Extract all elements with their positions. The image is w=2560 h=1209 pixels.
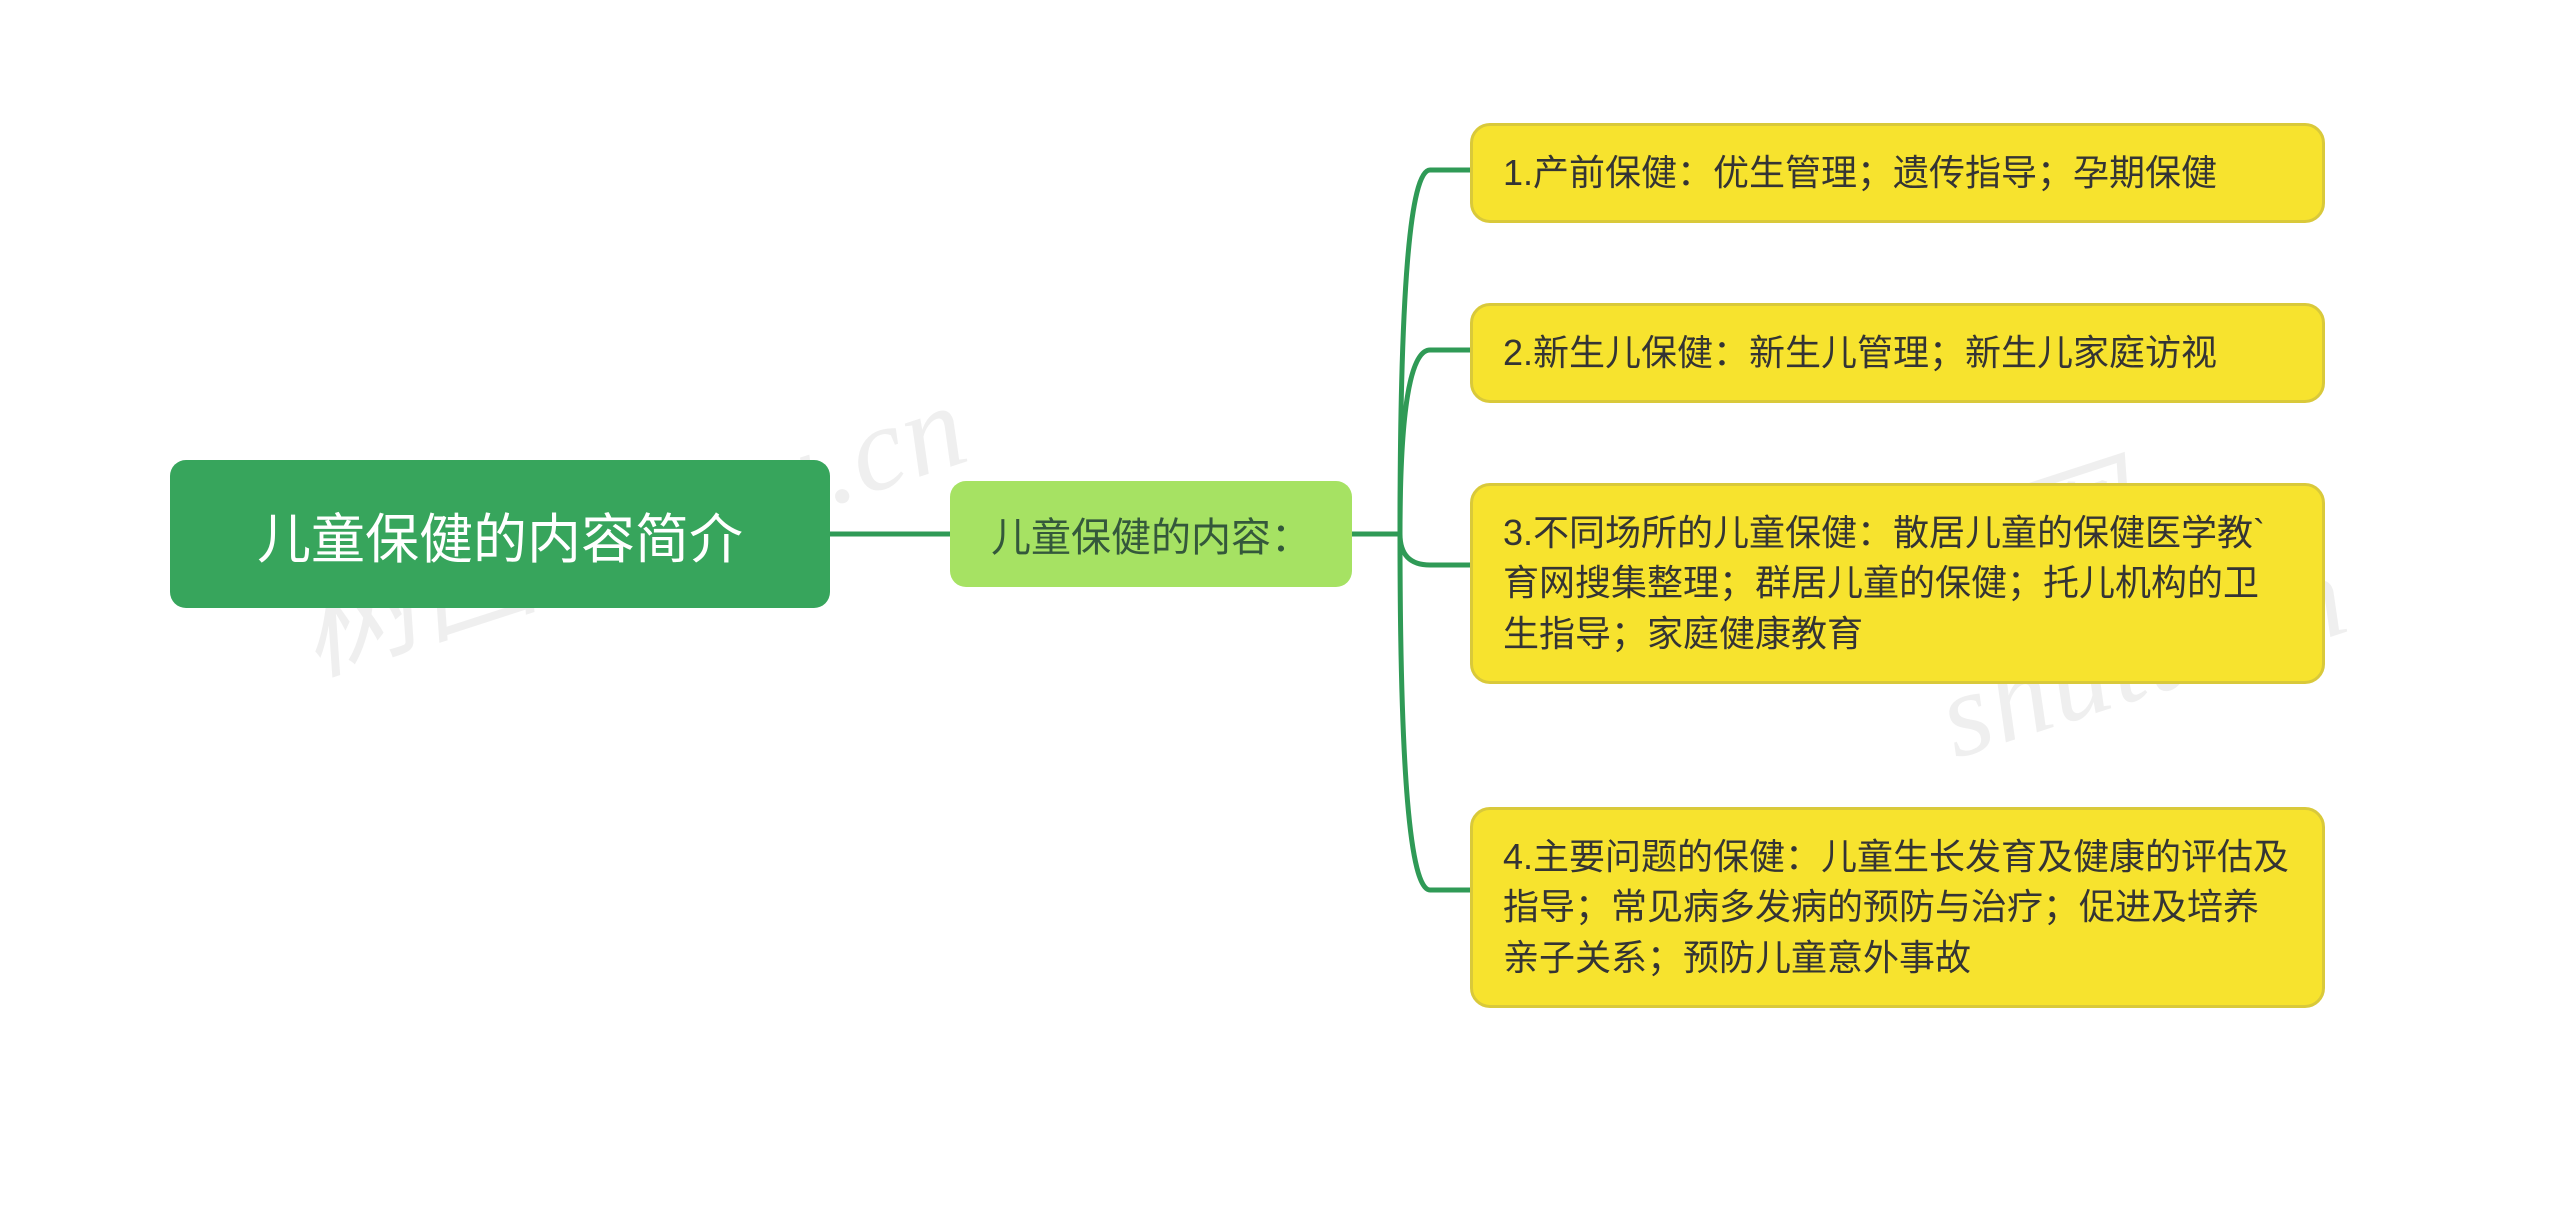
leaf-node-3[interactable]: 3.不同场所的儿童保健：散居儿童的保健医学教`育网搜集整理；群居儿童的保健；托儿… bbox=[1470, 483, 2325, 684]
leaf-label: 1.产前保健：优生管理；遗传指导；孕期保健 bbox=[1503, 148, 2217, 198]
root-label: 儿童保健的内容简介 bbox=[257, 495, 743, 574]
level1-label: 儿童保健的内容： bbox=[991, 505, 1311, 563]
mindmap-container: 树图 shutu.cn 树图 shutu.cn 儿童保健的内容简介 儿童保健的内… bbox=[0, 0, 2560, 1209]
leaf-node-1[interactable]: 1.产前保健：优生管理；遗传指导；孕期保健 bbox=[1470, 123, 2325, 223]
root-node[interactable]: 儿童保健的内容简介 bbox=[170, 460, 830, 608]
leaf-label: 4.主要问题的保健：儿童生长发育及健康的评估及指导；常见病多发病的预防与治疗；促… bbox=[1503, 832, 2292, 983]
leaf-node-4[interactable]: 4.主要问题的保健：儿童生长发育及健康的评估及指导；常见病多发病的预防与治疗；促… bbox=[1470, 807, 2325, 1008]
leaf-node-2[interactable]: 2.新生儿保健：新生儿管理；新生儿家庭访视 bbox=[1470, 303, 2325, 403]
leaf-label: 3.不同场所的儿童保健：散居儿童的保健医学教`育网搜集整理；群居儿童的保健；托儿… bbox=[1503, 508, 2292, 659]
level1-node[interactable]: 儿童保健的内容： bbox=[950, 481, 1352, 587]
leaf-label: 2.新生儿保健：新生儿管理；新生儿家庭访视 bbox=[1503, 328, 2217, 378]
